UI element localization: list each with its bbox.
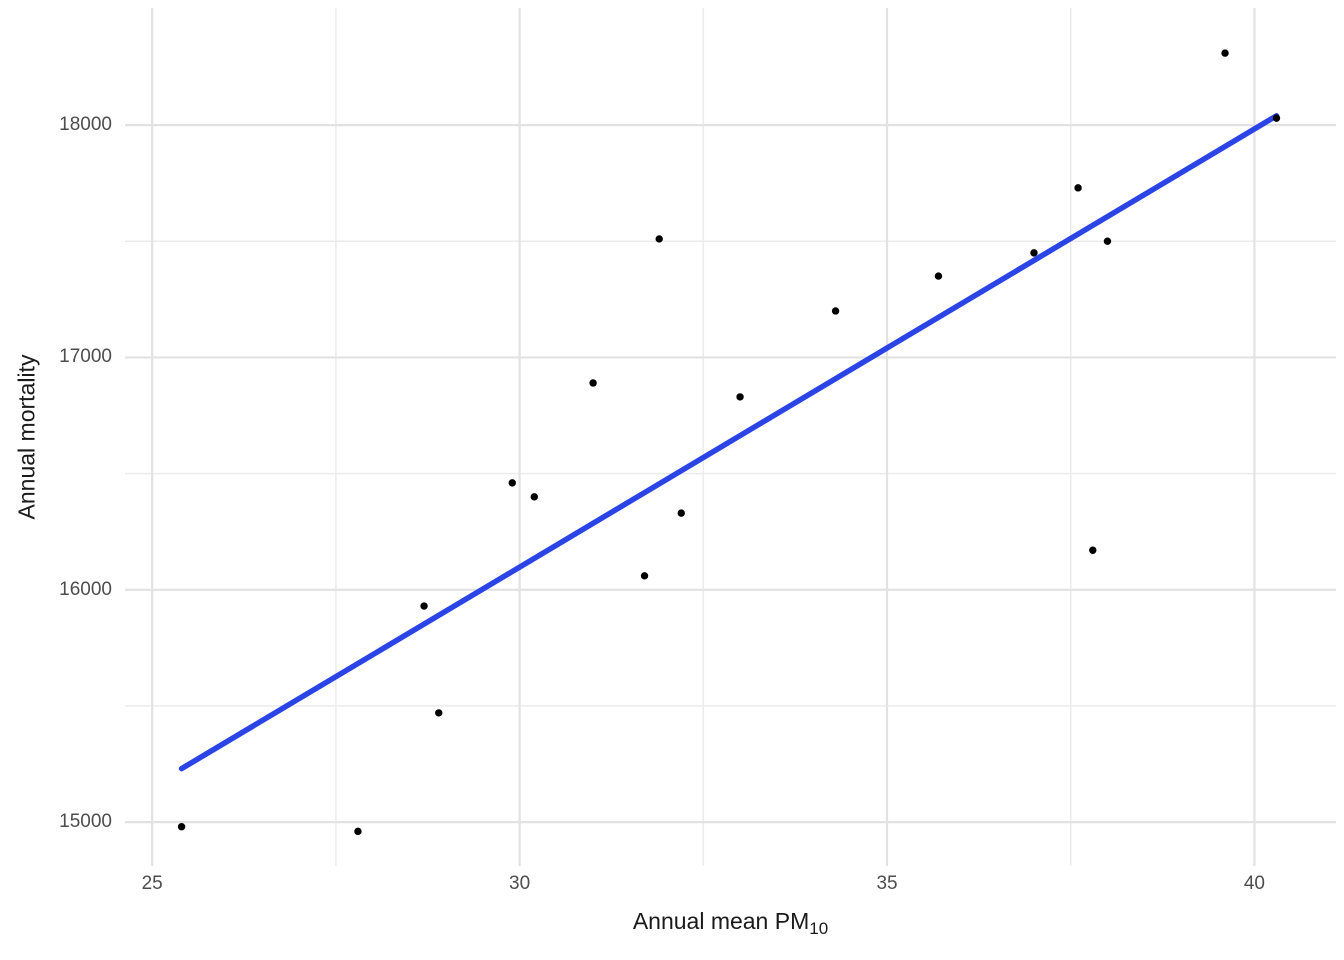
x-tick-label: 25 xyxy=(141,873,163,894)
x-axis-title: Annual mean PM10 xyxy=(125,908,1336,939)
data-point xyxy=(177,823,186,831)
x-axis-title-text: Annual mean PM xyxy=(632,908,810,934)
trend-line xyxy=(178,113,1280,772)
x-tick-label: 30 xyxy=(509,873,531,894)
x-tick-label: 40 xyxy=(1243,873,1265,894)
data-point xyxy=(354,827,362,836)
data-point xyxy=(934,272,943,280)
data-point xyxy=(677,509,685,517)
x-tick-label: 35 xyxy=(876,873,898,894)
data-point xyxy=(589,379,597,387)
data-point xyxy=(1074,184,1082,192)
y-axis-title: Annual mortality xyxy=(13,354,40,520)
y-tick-label: 17000 xyxy=(59,346,112,368)
data-point xyxy=(435,709,443,717)
y-tick-label: 15000 xyxy=(59,811,112,833)
data-point xyxy=(1221,49,1229,57)
y-tick-label: 16000 xyxy=(59,578,112,600)
data-point xyxy=(420,602,428,610)
data-point xyxy=(736,393,744,401)
data-point xyxy=(1030,249,1038,257)
x-axis-title-subscript: 10 xyxy=(809,919,829,938)
data-point xyxy=(530,493,539,501)
data-point xyxy=(1089,546,1097,554)
data-point xyxy=(831,307,840,315)
data-point xyxy=(508,479,516,487)
data-point xyxy=(1103,237,1112,245)
data-point xyxy=(655,235,663,243)
data-point xyxy=(1272,114,1281,122)
y-tick-label: 18000 xyxy=(59,114,112,136)
data-point xyxy=(640,572,649,580)
